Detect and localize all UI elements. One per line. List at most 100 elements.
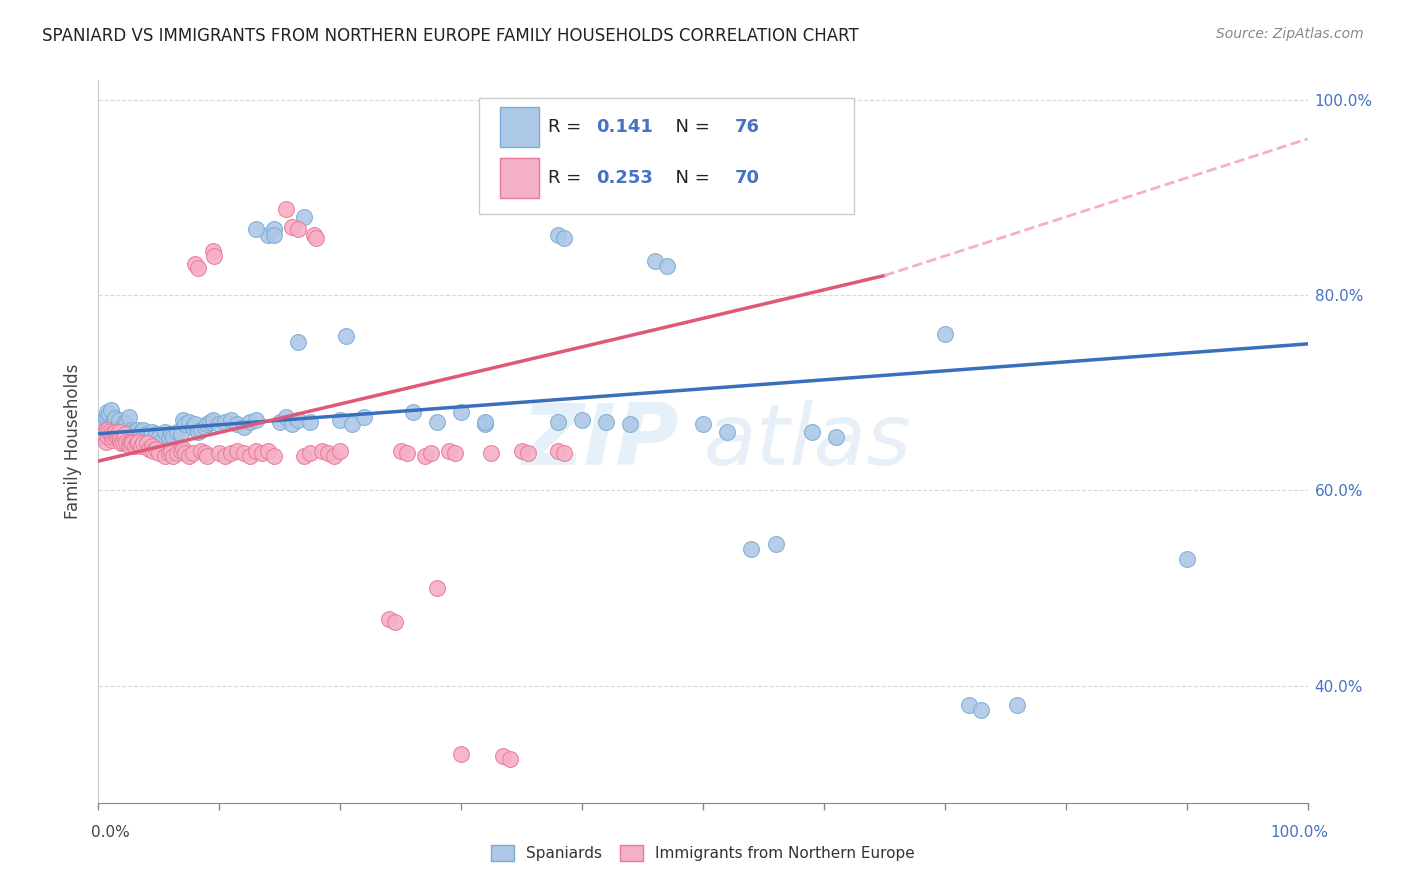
Point (245, 221, 267, 235)
Text: ZIP: ZIP (522, 400, 679, 483)
Point (127, 434, 149, 449)
Point (274, 202, 297, 216)
Point (157, 430, 180, 444)
Point (765, 537, 787, 551)
Point (329, 444, 352, 458)
Point (204, 249, 226, 263)
Point (553, 231, 575, 245)
Point (187, 425, 209, 439)
Point (232, 420, 254, 434)
Point (98, 425, 121, 439)
Point (402, 405, 425, 419)
Point (138, 442, 160, 457)
Point (208, 417, 231, 431)
Point (187, 260, 209, 275)
Point (141, 425, 163, 439)
Point (292, 210, 315, 224)
Point (202, 244, 225, 259)
Point (395, 446, 418, 460)
Point (111, 425, 134, 439)
Point (184, 417, 207, 431)
Point (323, 449, 346, 463)
Point (135, 436, 157, 450)
Text: SPANIARD VS IMMIGRANTS FROM NORTHERN EUROPE FAMILY HOUSEHOLDS CORRELATION CHART: SPANIARD VS IMMIGRANTS FROM NORTHERN EUR… (42, 27, 859, 45)
Point (103, 416, 125, 430)
Point (118, 439, 141, 453)
Text: Source: ZipAtlas.com: Source: ZipAtlas.com (1216, 27, 1364, 41)
Point (825, 430, 848, 444)
Point (141, 439, 163, 453)
Point (389, 444, 412, 458)
Text: 0.253: 0.253 (596, 169, 654, 186)
Point (571, 413, 593, 427)
Bar (501, 158, 538, 198)
Point (118, 436, 141, 450)
Point (124, 426, 146, 441)
Point (100, 425, 122, 439)
Text: 0.0%: 0.0% (91, 825, 131, 840)
Point (127, 436, 149, 450)
FancyBboxPatch shape (479, 98, 855, 214)
Point (426, 415, 449, 429)
Point (595, 415, 617, 429)
Point (190, 423, 212, 437)
Point (299, 446, 322, 460)
Point (547, 227, 569, 242)
Point (353, 410, 375, 425)
Point (287, 413, 309, 427)
Point (190, 444, 212, 458)
Point (194, 446, 217, 460)
Point (96, 405, 118, 419)
Point (302, 227, 325, 242)
Point (142, 444, 165, 458)
Point (281, 417, 304, 431)
Point (162, 449, 184, 463)
Point (91, 430, 114, 444)
Point (481, 446, 503, 460)
Point (172, 413, 194, 427)
Point (93, 417, 115, 431)
Point (692, 417, 714, 431)
Point (110, 436, 132, 450)
Point (145, 426, 167, 441)
Point (263, 227, 285, 242)
Point (619, 417, 641, 431)
Point (120, 434, 142, 449)
Point (800, 425, 823, 439)
Point (221, 446, 243, 460)
Point (91, 425, 114, 439)
Point (342, 417, 364, 431)
Point (107, 417, 129, 431)
Point (450, 747, 472, 761)
Point (214, 415, 236, 429)
Point (108, 426, 131, 441)
Point (426, 581, 449, 595)
Point (166, 425, 188, 439)
Point (1007, 698, 1029, 713)
Point (256, 227, 278, 242)
Point (103, 426, 125, 441)
Text: 0.141: 0.141 (596, 119, 654, 136)
Point (311, 444, 333, 458)
Point (287, 221, 309, 235)
Point (166, 446, 188, 460)
Point (970, 703, 993, 717)
Point (135, 426, 157, 441)
Point (127, 423, 149, 437)
Point (194, 420, 217, 434)
Point (118, 410, 141, 425)
Point (384, 615, 406, 630)
Point (179, 415, 201, 429)
Point (208, 446, 231, 460)
Text: R =: R = (548, 119, 588, 136)
Point (110, 421, 132, 435)
Point (198, 415, 221, 429)
Point (111, 434, 134, 449)
Point (107, 426, 129, 441)
Point (98, 407, 121, 421)
Legend: Spaniards, Immigrants from Northern Europe: Spaniards, Immigrants from Northern Euro… (485, 839, 921, 867)
Point (245, 444, 267, 458)
Point (181, 420, 204, 434)
Bar (501, 107, 538, 147)
Point (150, 434, 173, 449)
